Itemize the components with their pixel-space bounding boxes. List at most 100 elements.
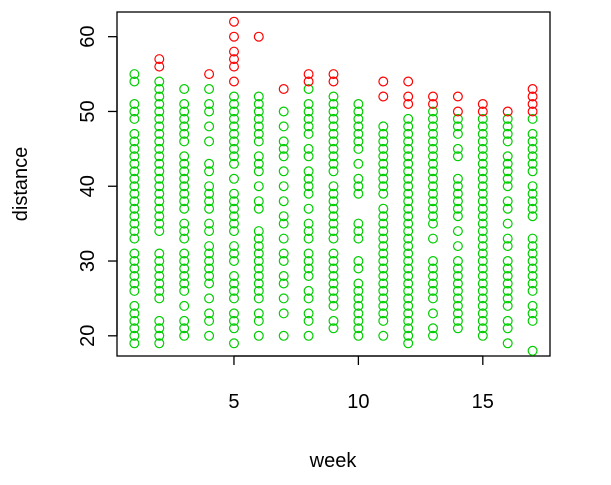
data-point [129,218,140,229]
data-point [452,113,463,124]
data-point [328,166,339,177]
plot-frame [116,11,551,357]
data-point [253,233,264,244]
data-point [428,330,439,341]
data-point [502,233,513,244]
data-point [179,226,190,237]
data-point [154,218,165,229]
data-point [278,151,289,162]
data-point [129,338,140,349]
data-point [477,330,488,341]
data-point [179,233,190,244]
data-point [303,113,314,124]
data-point [129,233,140,244]
data-point [527,91,538,102]
data-point [378,233,389,244]
x-axis-title: week [309,450,358,472]
data-point [328,136,339,147]
data-point [229,278,240,289]
data-point [477,285,488,296]
data-point [278,271,289,282]
data-point [328,271,339,282]
data-point [229,218,240,229]
data-point [403,203,414,214]
data-point [129,271,140,282]
data-point [403,91,414,102]
data-point [527,188,538,199]
data-point [452,143,463,154]
data-point [278,83,289,94]
data-point [229,323,240,334]
data-point [328,188,339,199]
data-point [428,256,439,267]
data-point [229,196,240,207]
data-point [154,278,165,289]
data-point [253,263,264,274]
data-point [502,218,513,229]
data-point [527,98,538,109]
data-point [527,181,538,192]
data-point [378,166,389,177]
data-point [353,263,364,274]
data-point [527,233,538,244]
data-point [129,330,140,341]
data-point [129,315,140,326]
data-point [253,271,264,282]
data-point [378,315,389,326]
data-point [179,256,190,267]
data-point [477,121,488,132]
data-point [328,323,339,334]
data-point [303,76,314,87]
data-point [527,308,538,319]
data-point [229,308,240,319]
x-tick-label: 15 [472,391,494,413]
data-point [378,158,389,169]
data-point [303,330,314,341]
data-point [527,271,538,282]
data-point [403,300,414,311]
data-point [428,91,439,102]
data-point [452,300,463,311]
data-point [278,293,289,304]
data-point [378,330,389,341]
data-point [502,121,513,132]
data-point [403,211,414,222]
data-point [353,256,364,267]
data-point [477,113,488,124]
data-point [303,233,314,244]
data-point [303,293,314,304]
data-point [403,98,414,109]
data-point [452,308,463,319]
data-point [129,98,140,109]
data-point [452,181,463,192]
data-point [328,285,339,296]
data-point [353,278,364,289]
data-point [303,248,314,259]
data-point [328,263,339,274]
data-point [328,181,339,192]
data-point [403,113,414,124]
data-point [353,226,364,237]
data-point [204,256,215,267]
data-point [278,233,289,244]
data-point [428,143,439,154]
data-point [154,293,165,304]
data-point [502,158,513,169]
data-point [403,315,414,326]
data-point [353,113,364,124]
data-point [253,196,264,207]
data-point [403,136,414,147]
data-point [477,211,488,222]
data-point [353,158,364,169]
y-tick-label: 40 [77,175,99,197]
data-point [253,151,264,162]
data-point [353,293,364,304]
data-point [527,211,538,222]
data-point [253,330,264,341]
data-point [253,98,264,109]
data-point [403,330,414,341]
data-point [204,218,215,229]
data-point [452,106,463,117]
data-point [229,54,240,65]
data-point [502,315,513,326]
